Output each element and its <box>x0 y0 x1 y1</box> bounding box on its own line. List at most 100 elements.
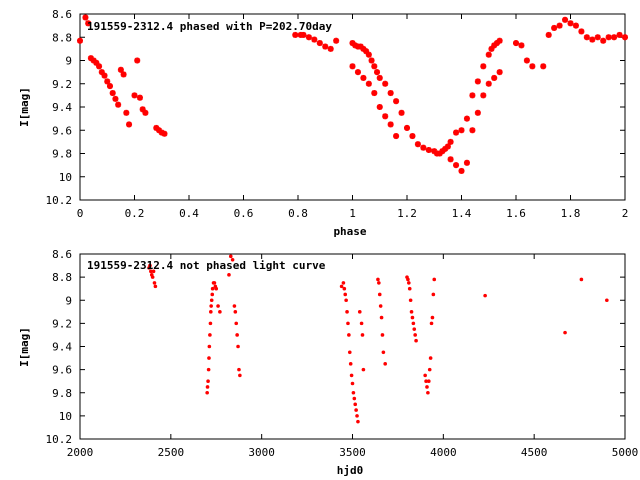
top-chart-title: 191559-2312.4 phased with P=202.70day <box>87 20 332 33</box>
top-data-point <box>374 69 381 76</box>
top-data-point <box>360 74 367 81</box>
top-data-point <box>420 144 427 151</box>
bottom-y-tick-label: 9 <box>65 294 72 307</box>
bottom-data-point <box>349 373 354 378</box>
bottom-data-point <box>427 379 431 383</box>
bottom-y-tick-label: 9.8 <box>52 387 72 400</box>
bottom-data-point <box>406 277 410 282</box>
bottom-data-point <box>605 298 609 303</box>
bottom-data-point <box>205 390 209 395</box>
top-y-tick-label: 9.8 <box>52 148 72 161</box>
top-data-point <box>529 63 536 70</box>
bottom-data-point <box>236 344 240 349</box>
top-data-point <box>136 94 143 101</box>
bottom-x-tick-label: 3000 <box>248 446 275 459</box>
bottom-data-point <box>230 257 235 262</box>
top-data-point <box>327 45 334 52</box>
top-y-tick-label: 9.4 <box>52 101 72 114</box>
top-data-point <box>349 63 356 70</box>
bottom-y-tick-label: 9.6 <box>52 364 72 377</box>
bottom-data-point <box>376 277 380 282</box>
bottom-data-point <box>151 269 156 274</box>
bottom-data-point <box>210 292 215 297</box>
bottom-data-point <box>381 350 386 355</box>
bottom-data-point <box>431 292 436 297</box>
bottom-axis-ticks: 2000 2500 3000 3500 4000 4500 5000 8.6 8.8 9 9.2 9.… <box>46 248 639 459</box>
bottom-data-point <box>207 356 211 360</box>
bottom-data-point <box>228 254 233 259</box>
top-x-tick-label: 1.4 <box>452 207 472 220</box>
top-data-point <box>556 22 563 29</box>
bottom-data-point <box>361 367 366 372</box>
bottom-data-point <box>347 333 351 337</box>
top-data-point <box>311 36 318 43</box>
top-data-point <box>540 63 547 70</box>
bottom-data-point <box>414 338 418 343</box>
top-x-tick-label: 0.2 <box>125 207 145 220</box>
bottom-data-point <box>354 408 358 412</box>
top-data-point <box>365 80 372 87</box>
top-data-point <box>523 57 530 64</box>
bottom-x-tick-label: 4500 <box>521 446 548 459</box>
bottom-data-point <box>341 281 346 285</box>
top-data-point <box>382 80 389 87</box>
top-data-point <box>120 71 127 78</box>
top-x-axis-label: phase <box>333 225 366 238</box>
bottom-data-point <box>424 379 428 383</box>
bottom-data-point <box>427 367 432 372</box>
bottom-data-point <box>209 304 213 308</box>
top-data-point <box>444 143 451 150</box>
top-data-point <box>393 133 400 140</box>
bottom-x-tick-label: 5000 <box>612 446 639 459</box>
bottom-data-point <box>214 286 219 291</box>
top-y-tick-label: 10 <box>59 171 72 184</box>
top-y-tick-label: 8.8 <box>52 31 72 44</box>
bottom-data-point <box>238 373 242 378</box>
top-data-point <box>551 24 558 31</box>
top-data-point <box>622 34 628 41</box>
bottom-data-point <box>350 381 355 386</box>
bottom-data-point <box>429 321 434 326</box>
top-data-point <box>480 63 487 70</box>
top-x-tick-label: 0.8 <box>288 207 308 220</box>
top-data-point <box>578 28 585 35</box>
top-data-point <box>376 74 383 81</box>
bottom-data-point <box>209 298 214 303</box>
top-data-point <box>463 115 470 122</box>
top-data-point <box>354 69 361 76</box>
top-data-point <box>474 109 481 116</box>
top-data-point <box>142 109 149 116</box>
top-data-point <box>371 90 378 97</box>
top-data-point <box>82 14 89 21</box>
top-x-tick-label: 0.6 <box>234 207 254 220</box>
bottom-data-point <box>210 286 215 291</box>
top-x-tick-label: 0 <box>77 207 84 220</box>
bottom-data-point <box>218 310 222 314</box>
bottom-data-point <box>377 281 381 285</box>
bottom-x-tick-label: 2000 <box>67 446 94 459</box>
top-data-point <box>425 147 432 154</box>
bottom-data-point <box>353 402 358 407</box>
bottom-data-point <box>233 310 238 314</box>
bottom-data-point <box>206 367 211 372</box>
top-data-point <box>453 162 460 169</box>
top-x-tick-label: 1.6 <box>506 207 526 220</box>
top-data-point <box>112 95 119 102</box>
top-data-point <box>123 109 130 116</box>
top-data-point <box>292 31 299 38</box>
bottom-data-point <box>379 315 384 320</box>
bottom-data-point <box>407 281 411 285</box>
top-data-point <box>545 31 552 38</box>
bottom-data-point <box>483 293 487 298</box>
top-data-point <box>371 63 378 70</box>
bottom-data-point <box>237 367 241 372</box>
top-data-point <box>469 127 476 134</box>
bottom-data-point <box>432 277 437 282</box>
top-x-tick-label: 1 <box>349 207 356 220</box>
bottom-data-point <box>227 273 231 277</box>
top-data-point <box>616 31 623 38</box>
bottom-data-point <box>152 281 157 285</box>
top-x-tick-label: 2 <box>622 207 629 220</box>
bottom-data-point <box>351 390 356 395</box>
bottom-data-point <box>205 385 210 389</box>
